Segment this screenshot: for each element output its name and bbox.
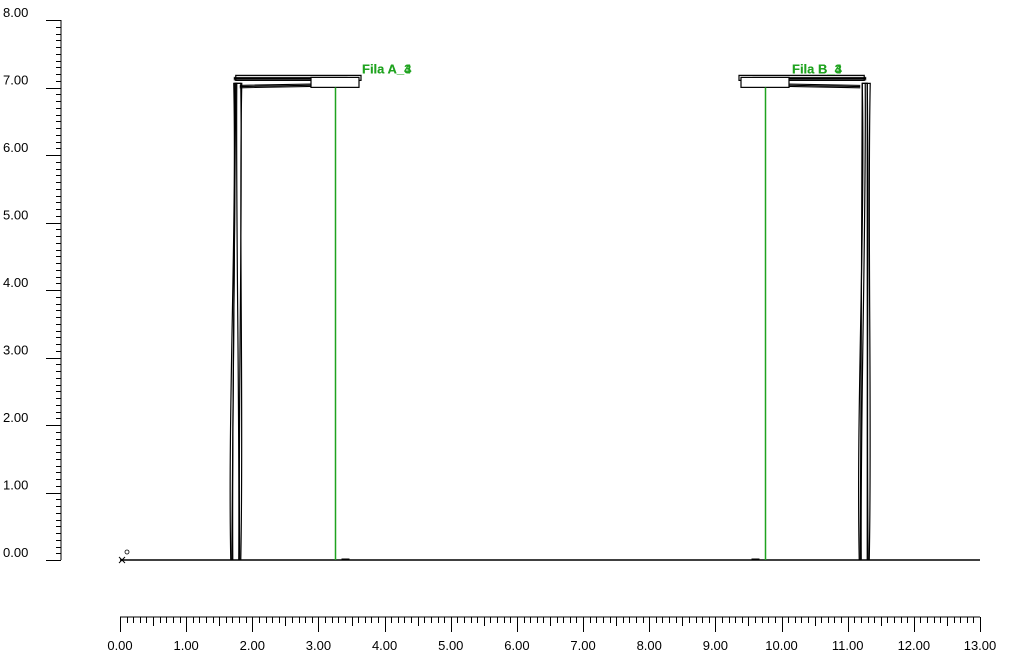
x-axis: 0.00 1.00 2.00 3.00 4.00 5.00 6.00 7.00 8.00 9.00…: [107, 616, 997, 653]
origin-cross: [118, 556, 126, 564]
crossarm: [738, 74, 865, 81]
origin-marker: [118, 549, 130, 564]
x-tick-label: 6.00: [504, 638, 529, 653]
y-tick-label: 7.00: [3, 73, 28, 88]
y-tick-label: 5.00: [3, 208, 28, 223]
x-tick-label: 8.00: [637, 638, 662, 653]
y-tick-label: 0.00: [3, 545, 28, 560]
y-tick-label: 4.00: [3, 275, 28, 290]
pole-label-overlay: Fila A_4: [362, 61, 412, 76]
x-tick-label: 4.00: [372, 638, 397, 653]
x-tick-label: 7.00: [570, 638, 595, 653]
y-axis: 0.00 1.00 2.00 3.00 4.00 5.00 6.00 7.00 8.00: [3, 5, 62, 561]
crossarm: [235, 74, 362, 81]
pole-label: Fila A_3: [362, 61, 411, 76]
x-tick-label: 5.00: [438, 638, 463, 653]
x-tick-label: 10.00: [765, 638, 798, 653]
y-tick-label: 6.00: [3, 140, 28, 155]
x-tick-label: 2.00: [240, 638, 265, 653]
pole-shaft: [232, 82, 240, 561]
x-tick-label: 3.00: [306, 638, 331, 653]
x-tick-label: 12.00: [898, 638, 931, 653]
x-tick-label: 9.00: [703, 638, 728, 653]
x-tick-label: 13.00: [964, 638, 997, 653]
x-tick-label: 1.00: [173, 638, 198, 653]
x-tick-label: 11.00: [832, 638, 864, 653]
x-tick-label: 0.00: [107, 638, 132, 653]
pole-label: Fila B_3: [792, 61, 842, 76]
y-tick-label: 3.00: [3, 343, 28, 358]
y-tick-label: 2.00: [3, 410, 28, 425]
pole-label-overlay: Fila B_4: [792, 61, 843, 76]
pole-shaft: [860, 82, 869, 561]
y-tick-label: 8.00: [3, 5, 28, 20]
luminaire: [310, 76, 360, 88]
y-tick-label: 1.00: [3, 478, 28, 493]
origin-circle: [124, 549, 130, 555]
luminaire: [740, 76, 790, 88]
